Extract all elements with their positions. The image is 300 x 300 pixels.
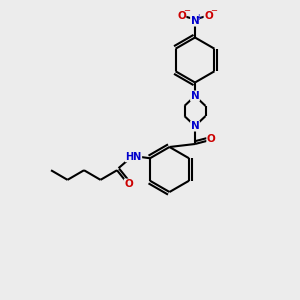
- Text: +: +: [195, 13, 201, 22]
- Text: O: O: [207, 134, 216, 145]
- Text: −: −: [210, 6, 218, 15]
- Text: O: O: [124, 179, 133, 189]
- Text: N: N: [190, 91, 200, 101]
- Text: HN: HN: [125, 152, 142, 162]
- Text: N: N: [190, 16, 200, 26]
- Text: N: N: [190, 121, 200, 131]
- Text: O: O: [204, 11, 213, 21]
- Text: O: O: [177, 11, 186, 21]
- Text: −: −: [183, 6, 190, 15]
